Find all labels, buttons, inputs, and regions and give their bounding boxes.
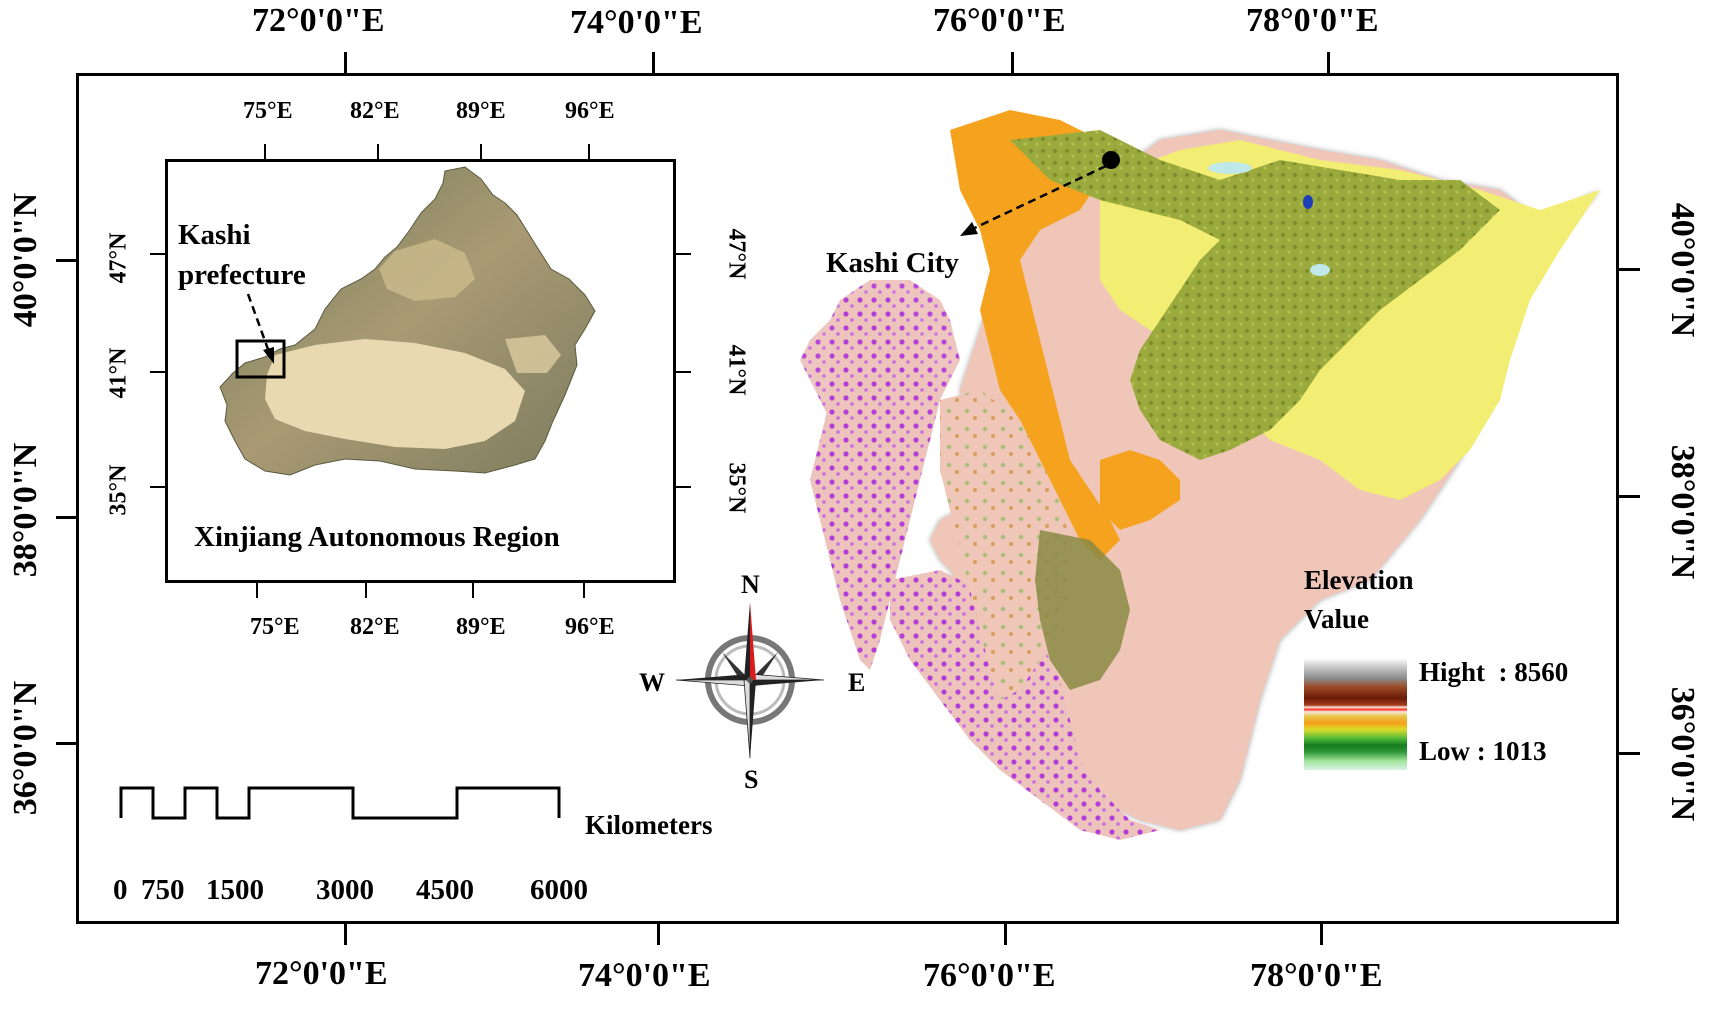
inset-right-lat-label: 41°N	[723, 344, 750, 396]
scale-tick-4500: 4500	[416, 874, 474, 906]
legend-low-label: Low : 1013	[1419, 736, 1547, 766]
inset-bottom-tick	[256, 583, 258, 598]
xinjiang-map	[219, 166, 596, 476]
kashi-elevation-map	[800, 110, 1600, 840]
right-lat-label: 40°0'0"N	[1664, 202, 1701, 338]
inset-right-tick	[676, 486, 691, 488]
western-panhandle	[800, 280, 960, 460]
bottom-tick	[657, 923, 660, 945]
inset-top-lon-label: 75°E	[243, 98, 293, 124]
inset-left-lat-label: 47°N	[105, 232, 132, 284]
bottom-lon-label: 78°0'0"E	[1250, 957, 1383, 994]
inset-bottom-tick	[583, 583, 585, 598]
inset-bottom-lon-label: 96°E	[565, 614, 615, 640]
north-arrow-compass	[675, 602, 825, 759]
olive-band	[1010, 130, 1500, 460]
right-lat-label: 36°0'0"N	[1664, 686, 1701, 822]
orange-patch	[1100, 450, 1180, 530]
scale-unit-label: Kilometers	[585, 810, 713, 840]
bottom-lon-label: 72°0'0"E	[255, 955, 388, 992]
inset-kashi-label: Kashi	[178, 219, 251, 251]
left-tick	[56, 259, 77, 262]
right-tick	[1619, 495, 1640, 498]
inset-left-lat-label: 35°N	[105, 464, 132, 516]
bottom-tick	[1320, 923, 1323, 945]
inset-right-tick	[676, 253, 691, 255]
inset-prefecture-label: prefecture	[178, 259, 306, 291]
scale-tick-1500: 1500	[206, 874, 264, 906]
top-tick	[344, 52, 347, 74]
inset-right-lat-label: 47°N	[723, 228, 750, 280]
inset-frame	[165, 159, 676, 583]
bottom-lon-label: 74°0'0"E	[578, 957, 711, 994]
legend-title-line2: Value	[1304, 604, 1370, 634]
kashi-city-pointer	[960, 151, 1120, 236]
top-tick	[1011, 52, 1014, 74]
inset-top-tick	[264, 144, 266, 159]
top-tick	[652, 52, 655, 74]
kashi-box	[235, 339, 286, 379]
compass-w: W	[639, 668, 665, 697]
scale-tick-3000: 3000	[316, 874, 374, 906]
inset-right-lat-label: 35°N	[723, 462, 750, 514]
inset-pointer-arrow	[246, 293, 274, 364]
map-frame	[76, 73, 1619, 924]
inset-right-tick	[676, 371, 691, 373]
kashi-city-label: Kashi City	[826, 247, 959, 279]
inset-top-lon-label: 96°E	[565, 98, 615, 124]
top-lon-label: 76°0'0"E	[933, 2, 1066, 39]
central-green-valley	[940, 390, 1070, 700]
turpan	[505, 335, 561, 373]
dark-olive-mountains	[1035, 530, 1130, 690]
inset-region-label: Xinjiang Autonomous Region	[194, 521, 560, 553]
left-tick	[56, 516, 77, 519]
legend-title-line1: Elevation	[1304, 565, 1414, 595]
right-tick	[1619, 268, 1640, 271]
compass-n: N	[741, 570, 760, 599]
scale-tick-750: 750	[141, 874, 185, 906]
water-patch	[1310, 264, 1330, 276]
right-tick	[1619, 752, 1640, 755]
tarim-basin	[265, 339, 525, 449]
inset-top-tick	[480, 144, 482, 159]
orange-belt	[950, 110, 1120, 560]
scale-tick-6000: 6000	[530, 874, 588, 906]
compass-s: S	[744, 765, 759, 794]
legend-color-ramp	[1304, 658, 1407, 770]
inset-left-tick	[150, 371, 165, 373]
water-patch	[1208, 162, 1252, 174]
bottom-tick	[344, 923, 347, 945]
left-lat-label: 40°0'0"N	[7, 192, 44, 328]
south-mountains	[890, 570, 1160, 840]
bottom-lon-label: 76°0'0"E	[923, 957, 1056, 994]
left-lat-label: 36°0'0"N	[7, 680, 44, 816]
scale-tick-0: 0	[113, 874, 128, 906]
inset-top-lon-label: 82°E	[350, 98, 400, 124]
inset-bottom-tick	[365, 583, 367, 598]
compass-e: E	[848, 668, 866, 697]
inset-left-lat-label: 41°N	[105, 347, 132, 399]
top-lon-label: 74°0'0"E	[570, 4, 703, 41]
scale-bar	[119, 786, 561, 820]
right-lat-label: 38°0'0"N	[1664, 444, 1701, 580]
legend-high-label: Hight : 8560	[1419, 657, 1569, 687]
left-tick	[56, 742, 77, 745]
dzungaria	[379, 239, 475, 301]
left-lat-label: 38°0'0"N	[7, 442, 44, 578]
city-dot	[1102, 151, 1120, 169]
inset-bottom-tick	[472, 583, 474, 598]
lake	[1303, 195, 1313, 209]
bottom-tick	[1004, 923, 1007, 945]
top-lon-label: 72°0'0"E	[252, 2, 385, 39]
inset-bottom-lon-label: 89°E	[456, 614, 506, 640]
inset-bottom-lon-label: 75°E	[250, 614, 300, 640]
top-tick	[1327, 52, 1330, 74]
inset-top-tick	[377, 144, 379, 159]
inset-bottom-lon-label: 82°E	[350, 614, 400, 640]
inset-top-lon-label: 89°E	[456, 98, 506, 124]
inset-top-tick	[588, 144, 590, 159]
inset-left-tick	[150, 253, 165, 255]
top-lon-label: 78°0'0"E	[1246, 2, 1379, 39]
inset-left-tick	[150, 486, 165, 488]
